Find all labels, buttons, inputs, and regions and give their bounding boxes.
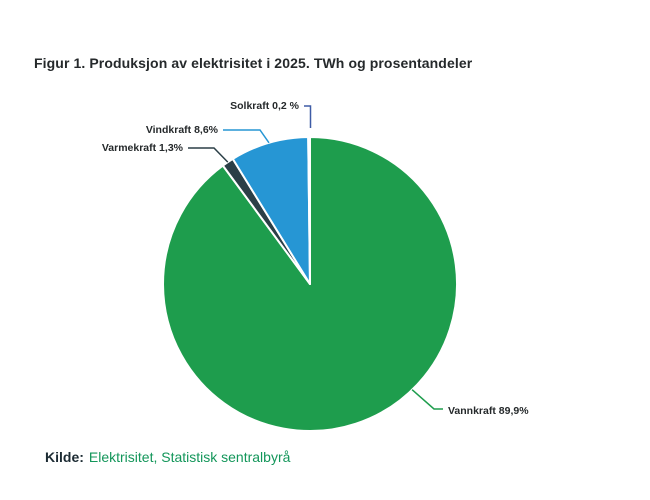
leader-line-vannkraft [411, 389, 443, 410]
slice-label-solkraft: Solkraft 0,2 % [230, 100, 300, 112]
slice-label-vannkraft: Vannkraft 89,9% [448, 405, 529, 417]
pie-slice-solkraft[interactable] [307, 135, 311, 285]
source-link[interactable]: Elektrisitet, Statistisk sentralbyrå [88, 449, 291, 465]
figure-title: Figur 1. Produksjon av elektrisitet i 20… [34, 55, 473, 71]
leader-line-varmekraft [188, 147, 229, 163]
slice-label-vindkraft: Vindkraft 8,6% [146, 124, 219, 136]
source-line: Kilde: Elektrisitet, Statistisk sentralby… [45, 449, 290, 465]
leader-line-vindkraft [223, 129, 270, 144]
slice-label-varmekraft: Varmekraft 1,3% [102, 142, 184, 154]
source-label: Kilde: [45, 449, 84, 465]
leader-line-solkraft [304, 105, 312, 128]
